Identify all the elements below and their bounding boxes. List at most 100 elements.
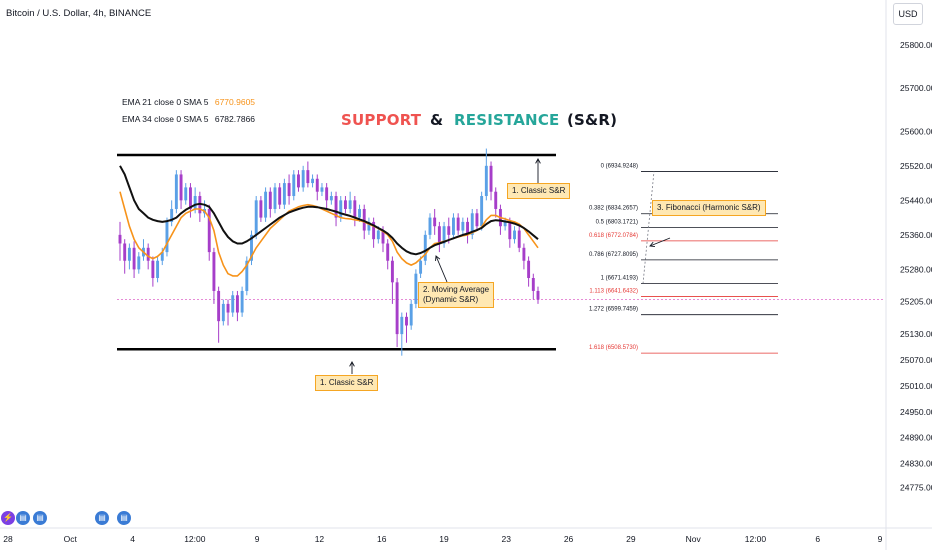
candle-body [447,226,451,235]
candle-body [381,230,385,244]
candle-body [494,191,498,209]
candle-body [386,243,390,261]
lightning-icon[interactable]: ⚡ [1,511,15,525]
candle-body [207,208,211,253]
price-tick-label: 25205.00 [900,297,932,307]
fib-level-label: 0 (6934.9248) [601,163,638,169]
candle-body [400,316,404,335]
candle-body [470,213,474,235]
price-tick-label: 25440.00 [900,195,932,205]
candle-body [348,200,352,209]
annotation-classic-bottom: 1. Classic S&R [315,375,379,391]
legend-ema21-label: EMA 21 close 0 SMA 5 [122,97,209,107]
candle-body [376,230,380,240]
candle-body [151,260,155,279]
fib-level-label: 0.786 (6727.8095) [589,252,638,258]
candle-body [184,187,188,201]
candle-body [329,196,333,201]
candle-body [367,221,371,231]
candle-body [245,260,249,291]
candles [118,148,540,356]
candle-body [390,260,394,283]
time-tick-label: 6 [815,534,820,544]
flag-us-icon[interactable]: ▤ [117,511,131,525]
annotation-classic-top: 1. Classic S&R [507,183,571,199]
candle-body [127,247,131,261]
annotation-arrow [435,255,448,283]
fib-level-label: 0.5 (6803.1721) [596,220,638,226]
candle-body [414,273,418,304]
price-tick-label: 25800.00 [900,40,932,50]
candle-body [362,208,366,231]
title-support: SUPPORT [341,111,422,129]
candle-body [311,178,315,184]
candle-body [442,226,446,244]
candle-body [278,187,282,205]
ema-lines [119,165,539,277]
candle-body [170,208,174,222]
annotation-arrowhead [649,241,656,248]
fib-level-label: 1.272 (6599.7459) [589,307,638,313]
fib-level-label: 0.618 (6772.0784) [589,233,638,239]
candle-body [334,196,338,218]
flag-us-icon[interactable]: ▤ [33,511,47,525]
annotation-arrowhead [435,255,441,262]
candle-body [433,217,437,227]
flag-us-icon[interactable]: ▤ [16,511,30,525]
candle-body [452,217,455,235]
candle-body [282,183,286,205]
candle-body [489,165,493,192]
candle-body [419,260,423,274]
candle-body [165,221,169,253]
candle-body [508,221,512,240]
legend-ema34-label: EMA 34 close 0 SMA 5 [122,114,209,124]
candle-body [297,174,300,188]
annotation-arrow [649,237,671,247]
price-tick-label: 25070.00 [900,355,932,365]
candle-body [513,230,516,240]
price-tick-label: 25360.00 [900,230,932,240]
annotation-ma-line1: 2. Moving Average [423,285,490,294]
ema34-line [119,165,539,256]
candle-body [456,217,460,231]
candle-body [306,170,310,184]
candle-body [428,217,432,235]
title-resistance: RESISTANCE [454,111,560,129]
candle-body [174,174,178,209]
ema21-line [119,191,539,277]
candle-body [193,196,197,209]
candle-body [405,316,408,326]
price-tick-label: 24775.00 [900,482,932,492]
candle-body [132,247,136,270]
fib-level-label: 0.382 (6834.2657) [589,206,638,212]
price-tick-label: 25520.00 [900,161,932,171]
candle-body [118,234,122,244]
candle-body [358,208,361,218]
candle-body [343,200,347,209]
time-tick-label: 29 [626,534,636,544]
candle-body [259,200,263,218]
legend-ema34-value: 6782.7866 [214,114,256,124]
candle-body [217,290,221,322]
candle-body [292,174,296,197]
candle-body [339,200,343,218]
time-tick-label: 16 [377,534,387,544]
fib-trend-line [642,171,655,284]
flag-us-icon[interactable]: ▤ [95,511,109,525]
time-tick-label: 12:00 [745,534,767,544]
candle-body [395,282,399,335]
candle-body [123,243,127,261]
currency-button[interactable]: USD [893,3,923,25]
candle-body [527,260,531,279]
candle-body [273,187,277,209]
price-tick-label: 25600.00 [900,126,932,136]
candle-body [475,213,479,227]
annotation-arrowhead [349,361,355,367]
time-tick-label: 9 [878,534,883,544]
candle-body [212,252,216,291]
time-tick-label: 26 [564,534,574,544]
candle-body [372,221,376,240]
price-axis-labels: 25800.00 25700.00 25600.00 25520.00 25440.00… [900,40,932,492]
fibonacci-levels: 0 (6934.9248) 0.382 (6834.2657) 0.5 (6803.… [589,163,778,354]
